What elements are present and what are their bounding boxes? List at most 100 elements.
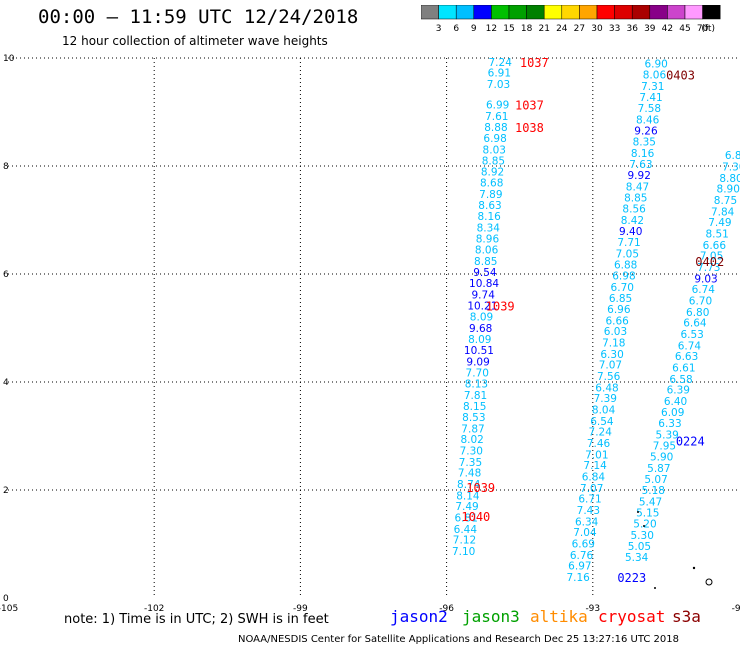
scale-label: 12 [486, 24, 497, 34]
swh-value: 7.31 [641, 81, 664, 93]
x-tick-label: -90 [732, 604, 740, 614]
swh-value: 6.90 [644, 58, 667, 70]
swh-value: 6.85 [609, 293, 632, 305]
swh-value: 8.85 [624, 192, 647, 204]
x-tick-label: -105 [0, 604, 18, 614]
swh-value: 7.16 [566, 572, 590, 584]
swh-value: 6.88 [614, 259, 637, 271]
y-tick-label: 4 [3, 378, 9, 388]
swh-value: 6.81 [455, 513, 478, 525]
swh-value: 8.06 [475, 245, 499, 257]
swh-value: 7.71 [617, 237, 640, 249]
swh-value: 6.58 [669, 374, 692, 386]
swh-value: 8.03 [483, 144, 506, 156]
swh-value: 6.71 [578, 494, 601, 506]
scale-label: 9 [471, 24, 477, 34]
swh-value: 6.54 [590, 416, 614, 428]
swh-value: 7.56 [597, 371, 621, 383]
swh-value: 6.91 [488, 68, 511, 80]
swh-value: 6.70 [611, 282, 634, 294]
swh-value: 7.46 [587, 438, 611, 450]
swh-value: 6.74 [678, 340, 702, 352]
x-tick-label: -96 [439, 604, 454, 614]
scale-label: 39 [644, 24, 656, 34]
swh-value: 6.64 [683, 318, 707, 330]
scale-label: 42 [662, 24, 673, 34]
swh-value: 8.04 [592, 405, 616, 417]
y-tick-label: 6 [3, 270, 9, 280]
swh-value: 7.49 [455, 501, 478, 513]
swh-value: 5.15 [636, 508, 659, 520]
y-tick-label: 8 [3, 162, 9, 172]
swh-value: 7.03 [487, 79, 510, 91]
swh-value: 10.51 [464, 345, 494, 357]
swh-value: 6.09 [661, 407, 684, 419]
swh-value: 7.81 [464, 390, 487, 402]
swh-value: 6.44 [454, 524, 478, 536]
swh-value: 7.04 [573, 527, 597, 539]
scale-label: 3 [436, 24, 442, 34]
swh-value: 7.58 [638, 103, 661, 115]
scale-label: 45 [679, 24, 690, 34]
swh-value: 6.53 [680, 329, 703, 341]
swh-value: 8.51 [705, 229, 728, 241]
swh-value: 6.30 [600, 349, 623, 361]
legend-jason2: jason2 [390, 607, 448, 626]
swh-value: 7.05 [700, 251, 723, 263]
swh-value: 8.15 [463, 401, 486, 413]
swh-value: 7.39 [594, 393, 617, 405]
y-tick-label: 10 [3, 54, 15, 64]
swh-value: 8.42 [621, 215, 644, 227]
swh-value: 6.96 [607, 304, 631, 316]
y-tick-label: 2 [3, 486, 9, 496]
swh-value: 5.20 [633, 518, 656, 530]
chart-subtitle: 12 hour collection of altimeter wave hei… [62, 34, 328, 48]
swh-value: 8.56 [622, 204, 646, 216]
swh-value: 7.73 [697, 262, 720, 274]
legend-cryosat: cryosat [598, 607, 666, 626]
swh-value: 6.03 [604, 326, 627, 338]
scale-label: 33 [609, 24, 620, 34]
swh-value: 7.61 [485, 111, 508, 123]
swh-value: 8.68 [480, 178, 503, 190]
swh-value: 5.05 [628, 541, 651, 553]
scale-unit: (ft) [701, 24, 715, 34]
land-outline [654, 587, 656, 589]
swh-value: 10.84 [469, 278, 499, 290]
scale-swatch [702, 5, 721, 20]
chart-title: 00:00 – 11:59 UTC 12/24/2018 [38, 6, 359, 28]
swh-value: 8.46 [636, 115, 660, 127]
time-label: 1040 [461, 510, 490, 524]
grid [8, 57, 739, 598]
time-label: 0223 [617, 571, 646, 585]
swh-value: 5.18 [642, 485, 665, 497]
swh-value: 6.80 [686, 307, 709, 319]
swh-value: 6.66 [605, 315, 629, 327]
land-outline [692, 566, 696, 570]
swh-value: 6.40 [664, 396, 687, 408]
swh-value: 9.54 [473, 267, 497, 279]
swh-value: 8.09 [470, 312, 493, 324]
swh-value: 9.26 [634, 125, 658, 137]
scale-label: 6 [453, 24, 459, 34]
swh-value: 6.39 [667, 385, 690, 397]
time-label: 1039 [466, 481, 495, 495]
track-track-c: 6.807.308.808.908.757.847.498.516.667.05… [625, 150, 740, 564]
time-label: 1038 [515, 121, 544, 135]
swh-value: 6.76 [570, 550, 594, 562]
scale-label: 21 [538, 24, 549, 34]
swh-value: 8.34 [477, 223, 501, 235]
time-label: 1039 [486, 299, 515, 313]
swh-value: 5.30 [631, 530, 654, 542]
swh-value: 8.63 [478, 200, 501, 212]
swh-value: 5.87 [647, 463, 670, 475]
swh-value: 6.98 [483, 133, 506, 145]
swh-value: 7.89 [479, 189, 502, 201]
swh-value: 7.30 [460, 446, 483, 458]
swh-value: 6.33 [658, 418, 681, 430]
swh-value: 8.16 [477, 211, 501, 223]
scale-label: 15 [503, 24, 514, 34]
time-label: 1037 [515, 98, 544, 112]
swh-value: 6.98 [612, 271, 635, 283]
